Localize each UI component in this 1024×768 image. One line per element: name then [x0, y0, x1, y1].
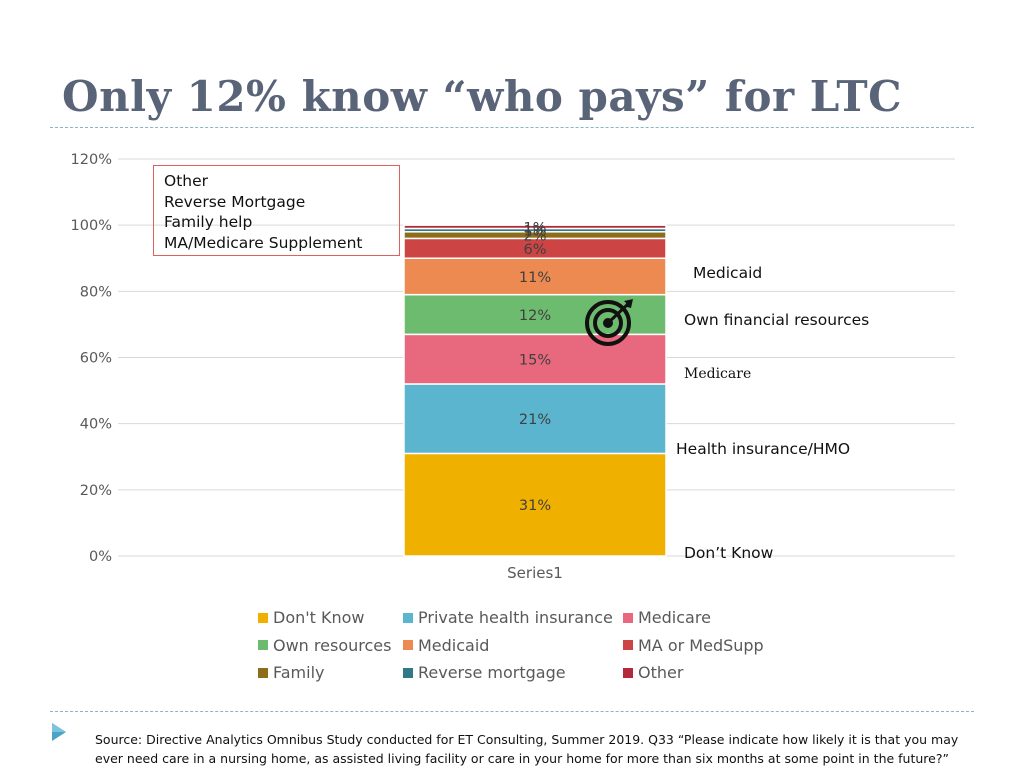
legend-item: Medicare	[623, 608, 711, 627]
callout-line-ma-medicare: MA/Medicare Supplement	[164, 233, 363, 252]
legend-swatch	[403, 640, 413, 650]
legend-item: Private health insurance	[403, 608, 613, 627]
y-tick-label: 20%	[80, 483, 112, 499]
bar-segment-medicaid	[403, 257, 667, 296]
legend-swatch	[623, 667, 633, 678]
top-divider	[50, 127, 974, 128]
callout-line-other: Other	[164, 172, 209, 190]
y-tick-label: 40%	[80, 417, 112, 433]
target-icon	[584, 298, 636, 352]
y-tick-label: 60%	[80, 351, 112, 367]
annotation-medicaid: Medicaid	[693, 264, 763, 282]
legend-swatch	[258, 667, 268, 678]
annotation-own-resources: Own financial resources	[684, 311, 870, 329]
legend-item: Medicaid	[403, 636, 489, 655]
bar-data-label: 15%	[519, 353, 551, 369]
bar-data-label: 21%	[519, 412, 551, 428]
bar-data-label: 12%	[519, 308, 551, 324]
slide-title: Only 12% know “who pays” for LTC	[62, 72, 903, 121]
y-tick-label: 120%	[71, 152, 112, 168]
x-category-label: Series1	[507, 564, 563, 582]
annotation-dont-know: Don’t Know	[684, 544, 774, 562]
legend-swatch	[623, 640, 633, 650]
legend-swatch	[258, 640, 268, 650]
callout-box: Other Reverse Mortgage Family help MA/Me…	[153, 165, 400, 256]
bar-segment-other	[403, 224, 667, 230]
legend-item: Family	[258, 663, 324, 682]
annotation-medicare: Medicare	[684, 366, 752, 382]
play-triangle-icon	[52, 723, 66, 745]
bar-data-label: 1%	[523, 224, 546, 240]
legend-label: MA or MedSupp	[638, 635, 764, 655]
legend-item: Other	[623, 663, 683, 682]
legend-label: Medicaid	[418, 635, 490, 655]
callout-line-family-help: Family help	[164, 213, 253, 231]
legend-label: Family	[273, 663, 325, 682]
bottom-divider	[50, 711, 974, 712]
bar-data-label: 2%	[523, 229, 546, 245]
legend-label: Own resources	[273, 635, 392, 655]
source-note: Source: Directive Analytics Omnibus Stud…	[95, 732, 959, 766]
bar-segment-don-t-know	[403, 452, 667, 557]
bar-data-label: 11%	[519, 270, 551, 286]
legend-swatch	[258, 612, 268, 623]
legend-item: MA or MedSupp	[623, 636, 764, 655]
legend-item: Own resources	[258, 636, 391, 655]
legend-item: Don't Know	[258, 608, 365, 627]
legend-label: Private health insurance	[418, 608, 613, 627]
bar-data-label: 6%	[523, 242, 546, 258]
legend-swatch	[623, 612, 633, 623]
legend-swatch	[403, 612, 413, 623]
legend-label: Reverse mortgage	[418, 663, 566, 682]
annotation-health-insurance: Health insurance/HMO	[676, 440, 851, 458]
stacked-bar-chart: 0% 20% 40% 60% 80% 100% 120% 31% 21% 15% 12% 11% 6%…	[71, 152, 955, 582]
callout-line-reverse-mortgage: Reverse Mortgage	[164, 192, 306, 211]
bar-segment-private-health-insurance	[403, 383, 667, 455]
y-tick-label: 80%	[80, 284, 112, 300]
bar-data-label: 1%	[523, 220, 546, 236]
bar-data-label: 31%	[519, 498, 551, 514]
legend-label: Medicare	[638, 608, 711, 627]
legend-label: Don't Know	[273, 608, 365, 627]
y-tick-label: 100%	[71, 218, 112, 234]
legend-label: Other	[638, 663, 684, 682]
legend-swatch	[403, 667, 413, 678]
y-tick-label: 0%	[89, 549, 112, 565]
legend-item: Reverse mortgage	[403, 663, 566, 682]
bar-segment-own-resources	[403, 293, 667, 336]
